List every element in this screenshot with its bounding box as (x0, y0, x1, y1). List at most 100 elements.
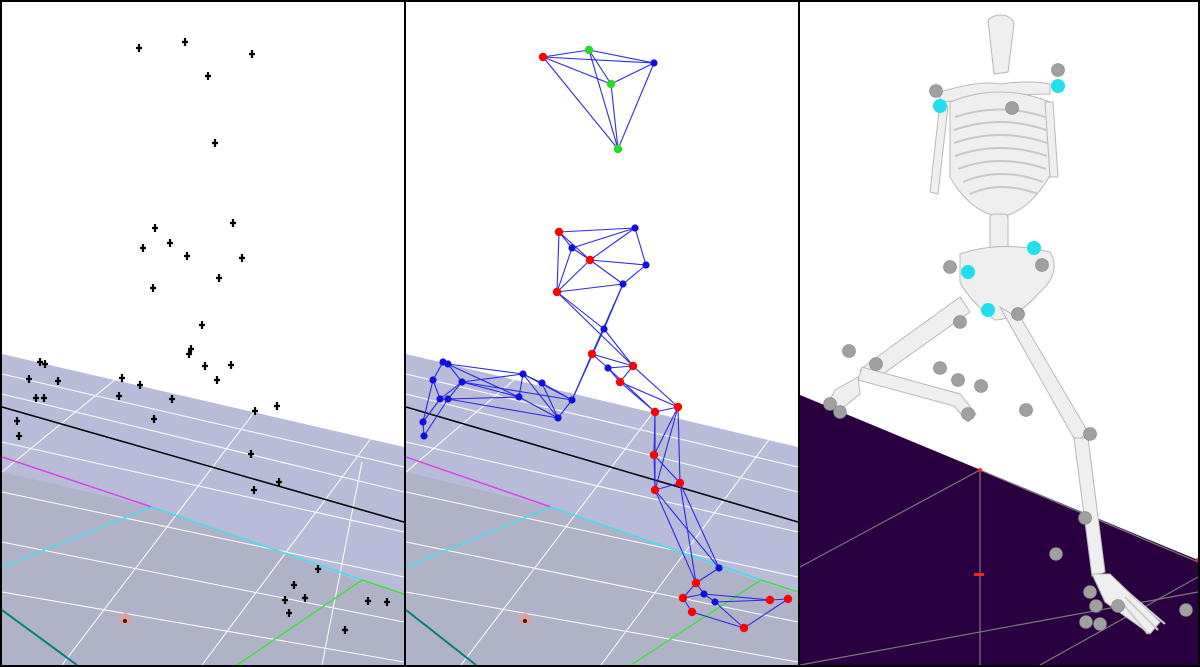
axis-cyan-b (151, 506, 363, 581)
segment-link (556, 283, 624, 293)
segment-link (522, 373, 559, 419)
marker-cross (169, 395, 175, 403)
axis-teal (2, 609, 78, 665)
marker-cross (302, 594, 308, 602)
marker-gray (1089, 599, 1103, 613)
marker-cross (151, 415, 157, 423)
marker-red (691, 578, 701, 588)
segment-link (422, 398, 441, 423)
segment-link (589, 259, 624, 285)
marker-blue (568, 244, 576, 252)
grid-node (1196, 558, 1198, 562)
marker-blue (600, 325, 608, 333)
marker-blue (554, 414, 562, 422)
marker-cross (186, 350, 192, 358)
marker-blue (715, 564, 723, 572)
marker-cross (116, 392, 122, 400)
marker-blue (458, 378, 466, 386)
segment-link (591, 353, 634, 367)
segment-link (541, 382, 559, 419)
marker-green (613, 144, 623, 154)
marker-cross (251, 486, 257, 494)
marker-cross (216, 274, 222, 282)
floor-grid (406, 373, 798, 665)
marker-blue (642, 261, 650, 269)
marker-red (649, 450, 659, 460)
marker-cross (286, 609, 292, 617)
marker-blue (419, 418, 427, 426)
marker-cyan (961, 265, 975, 279)
segment-link (542, 49, 590, 58)
marker-gray (842, 344, 856, 358)
axis-green-b (236, 579, 363, 665)
marker-gray (1093, 617, 1107, 631)
marker-cross (274, 402, 280, 410)
segment-link (542, 56, 655, 64)
segment-link (622, 264, 647, 285)
marker-blue (519, 370, 527, 378)
segment-link (588, 49, 619, 150)
segment-link (703, 593, 771, 601)
marker-blue (619, 280, 627, 288)
segment-link (654, 482, 681, 491)
skeleton-view (800, 14, 1198, 665)
origin-center (123, 619, 127, 623)
segment-link (556, 259, 591, 293)
segment-link (695, 567, 720, 584)
floor-grid (800, 469, 1198, 665)
marker-red (687, 607, 697, 617)
marker-red (615, 377, 625, 387)
front-upper-arm (1044, 101, 1059, 178)
cervical-spine (987, 14, 1015, 75)
segment-link (522, 373, 573, 401)
segment-link (677, 406, 681, 484)
marker-cross (37, 358, 43, 366)
marker-cyan (1051, 79, 1065, 93)
axis-magenta (2, 456, 153, 508)
segment-link (617, 62, 655, 150)
marker-cross (136, 44, 142, 52)
marker-cross (188, 345, 194, 353)
segment-link (588, 49, 612, 85)
marker-cross (167, 239, 173, 247)
marker-gray (929, 84, 943, 98)
segment-link (679, 482, 720, 569)
segment-link (619, 381, 679, 408)
marker-cross (230, 219, 236, 227)
marker-green (606, 79, 616, 89)
marker-cross (248, 450, 254, 458)
marker-cyan (1027, 241, 1041, 255)
marker-blue (515, 393, 523, 401)
segment-link (423, 398, 449, 437)
front-femur (998, 305, 1089, 443)
marker-cross (119, 374, 125, 382)
marker-cross (33, 394, 39, 402)
marker-gray (1005, 101, 1019, 115)
marker-cloud (14, 38, 390, 634)
marker-cross (55, 377, 61, 385)
marker-cross (42, 360, 48, 368)
segment-link (447, 396, 520, 400)
marker-gray (1179, 603, 1193, 617)
segment-link (714, 599, 771, 603)
segment-link (571, 227, 636, 249)
marker-gray (833, 405, 847, 419)
marker-cross (228, 361, 234, 369)
marker-blue (429, 376, 437, 384)
marker-gray (953, 315, 967, 329)
segment-link (714, 601, 745, 629)
floor-shadow (406, 472, 798, 665)
segment-link (610, 62, 655, 85)
skeleton-panel (798, 0, 1200, 667)
segment-model-panel (404, 0, 800, 667)
marker-cross (249, 50, 255, 58)
segment-link (654, 406, 679, 491)
front-tibia (1073, 437, 1106, 577)
segment-link (653, 406, 679, 456)
segment-link (679, 482, 697, 584)
marker-red (675, 478, 685, 488)
marker-red (783, 594, 793, 604)
floor-grid (2, 373, 404, 665)
segment-link (461, 373, 524, 383)
marker-blue (631, 224, 639, 232)
